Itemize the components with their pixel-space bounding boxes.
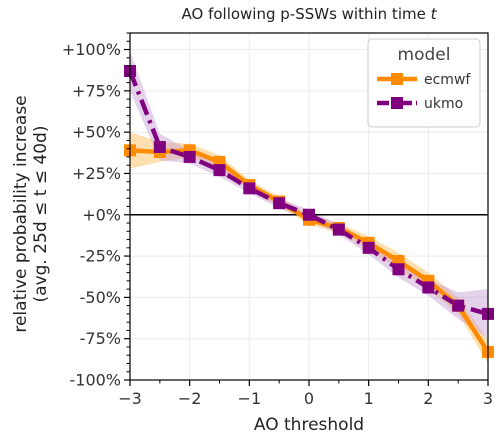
x-tick-label: 2 [423, 389, 433, 408]
y-tick-label: +75% [72, 81, 121, 100]
marker-ukmo [422, 281, 435, 294]
x-tick-label: −1 [238, 389, 262, 408]
x-tick-label: 3 [483, 389, 493, 408]
x-axis-label: AO threshold [254, 415, 364, 435]
y-tick-label: -100% [69, 371, 121, 390]
y-axis-label-line-1: relative probability increase [11, 95, 31, 332]
y-tick-label: +100% [62, 40, 121, 59]
axes: −3 −2 −1 0 1 2 3 +100% +75% +50% +25% +0% -25% -50% -7… [62, 32, 493, 408]
y-tick-label: +0% [82, 205, 121, 224]
marker-ukmo [303, 208, 315, 221]
legend-marker-ecmwf [391, 73, 403, 85]
y-axis-label: relative probability increase (avg. 25d … [11, 95, 51, 332]
marker-ukmo [153, 141, 166, 154]
marker-ukmo [183, 150, 196, 163]
y-tick-label: +50% [72, 123, 121, 142]
y-axis-label-line-2: (avg. 25d ≤ t ≤ 40d) [31, 126, 51, 303]
y-tick-label: +25% [72, 164, 121, 183]
legend-title: model [398, 45, 451, 65]
x-tick-label: −2 [178, 389, 202, 408]
marker-ukmo [243, 182, 256, 195]
series-markers [124, 65, 494, 358]
x-tick-label: 1 [364, 389, 374, 408]
marker-ukmo [452, 299, 465, 312]
y-tick-label: -75% [80, 329, 121, 348]
marker-ukmo [332, 223, 345, 236]
marker-ukmo [362, 241, 375, 254]
y-tick-label: -25% [80, 247, 121, 266]
chart-title: AO following p-SSWs within time t [182, 5, 438, 23]
marker-ukmo [392, 263, 405, 276]
legend: model ecmwf ukmo [367, 38, 481, 128]
x-tick-label: 0 [304, 389, 314, 408]
legend-label-ecmwf: ecmwf [424, 72, 471, 88]
legend-marker-ukmo [391, 97, 403, 109]
y-tick-label: -50% [80, 288, 121, 307]
marker-ukmo [273, 197, 286, 210]
legend-label-ukmo: ukmo [424, 96, 463, 112]
x-tick-label: −3 [118, 389, 142, 408]
marker-ukmo [213, 164, 226, 177]
